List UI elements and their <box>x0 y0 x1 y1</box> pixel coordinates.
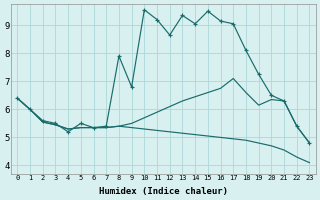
X-axis label: Humidex (Indice chaleur): Humidex (Indice chaleur) <box>99 187 228 196</box>
